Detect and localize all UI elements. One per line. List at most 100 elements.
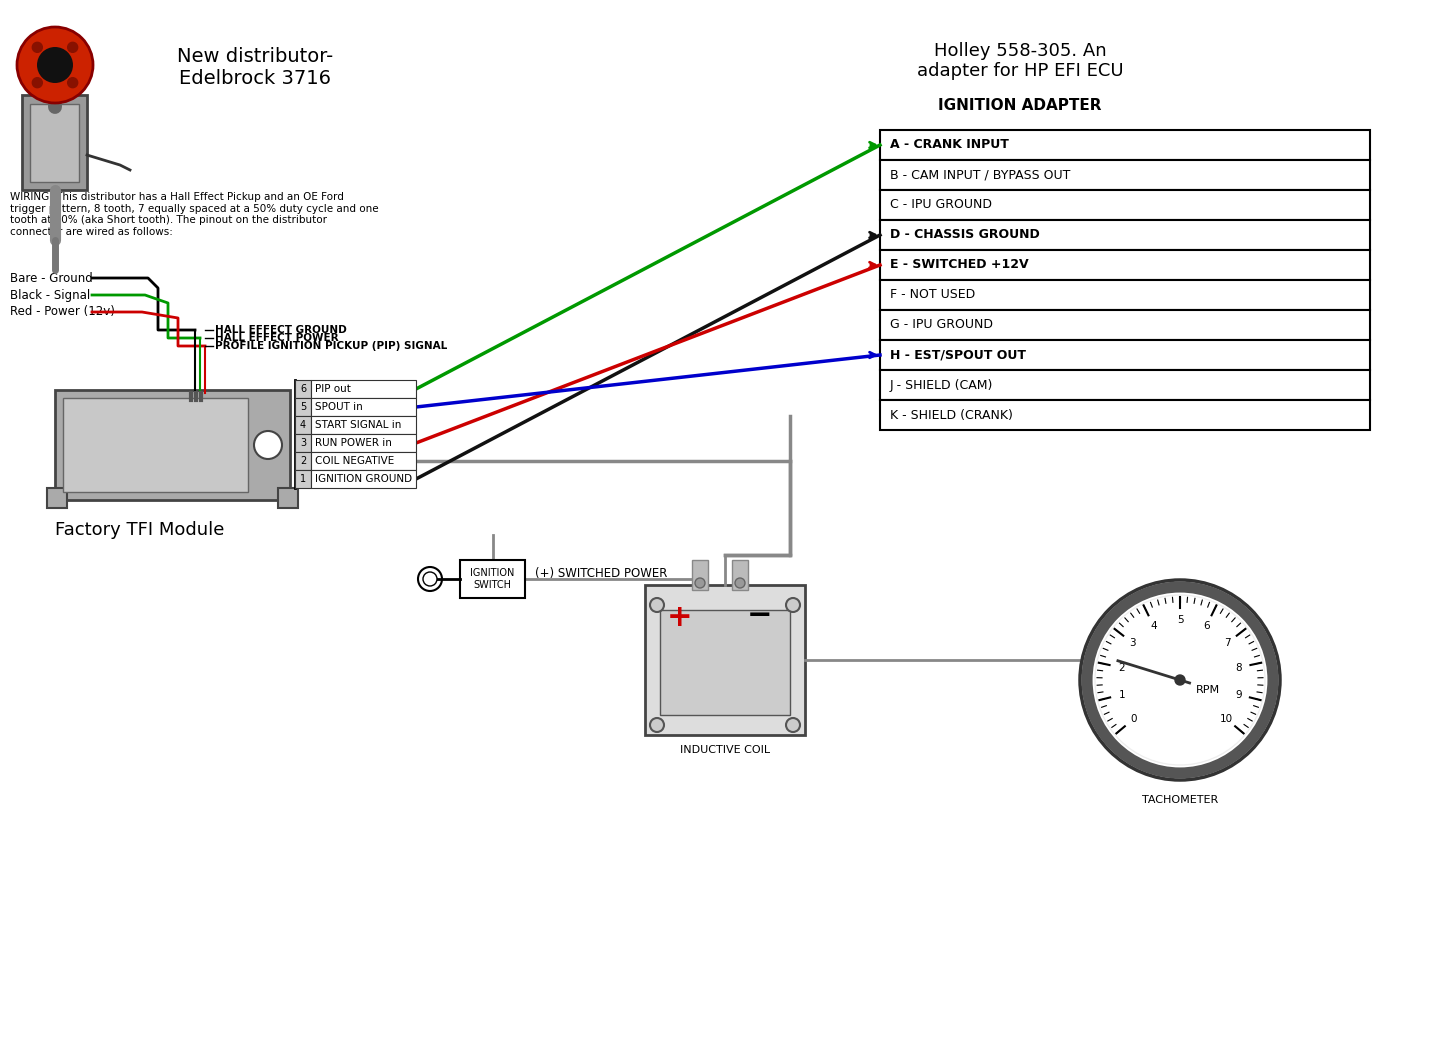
Text: TACHOMETER: TACHOMETER [1143,794,1219,805]
Circle shape [735,578,745,588]
Bar [311,416,416,434]
Bar [881,220,1370,250]
Text: 6: 6 [1203,621,1210,631]
Text: HALL EFFECT POWER: HALL EFFECT POWER [214,333,338,343]
Text: B - CAM INPUT / BYPASS OUT: B - CAM INPUT / BYPASS OUT [889,168,1071,182]
Text: adapter for HP EFI ECU: adapter for HP EFI ECU [917,62,1124,80]
Bar [311,380,416,398]
Text: Factory TFI Module: Factory TFI Module [55,521,224,539]
Bar [295,416,311,434]
Circle shape [68,77,78,88]
Text: 4: 4 [1150,621,1157,631]
Circle shape [423,572,437,586]
Text: J - SHIELD (CAM): J - SHIELD (CAM) [889,379,993,392]
Bar [732,560,748,590]
Text: 0: 0 [1131,713,1137,723]
Bar [295,380,311,398]
Text: D - CHASSIS GROUND: D - CHASSIS GROUND [889,229,1040,241]
Bar [311,398,416,416]
Bar [22,95,86,190]
Circle shape [786,718,800,732]
Bar [881,250,1370,280]
Bar [47,488,68,508]
Text: Holley 558-305. An: Holley 558-305. An [934,42,1107,60]
Bar [295,398,311,416]
Text: PIP out: PIP out [315,384,351,394]
Text: WIRING: This distributor has a Hall Effect Pickup and an OE Ford
trigger pattern: WIRING: This distributor has a Hall Effe… [10,192,378,237]
Text: IGNITION GROUND: IGNITION GROUND [315,474,412,484]
Text: START SIGNAL in: START SIGNAL in [315,420,401,430]
Bar [881,310,1370,340]
Bar [881,160,1370,190]
Bar [692,560,708,590]
Bar [311,452,416,470]
Circle shape [17,27,94,103]
Text: PROFILE IGNITION PICKUP (PIP) SIGNAL: PROFILE IGNITION PICKUP (PIP) SIGNAL [214,341,448,351]
Circle shape [1095,595,1265,765]
Text: 5: 5 [1177,615,1183,625]
Text: 3: 3 [299,438,307,448]
Text: HALL EFFECT GROUND: HALL EFFECT GROUND [214,325,347,335]
Text: 1: 1 [299,474,307,484]
Text: K - SHIELD (CRANK): K - SHIELD (CRANK) [889,408,1013,422]
Bar [278,488,298,508]
Text: 2: 2 [299,456,307,466]
Bar [881,130,1370,160]
Bar [881,340,1370,370]
Circle shape [1176,675,1184,685]
Bar [30,104,79,182]
Circle shape [1097,596,1263,764]
Bar [63,398,248,492]
Circle shape [37,47,73,84]
Bar [460,560,525,598]
Text: 10: 10 [1219,713,1233,723]
Bar [881,370,1370,400]
Text: E - SWITCHED +12V: E - SWITCHED +12V [889,259,1029,271]
Bar [295,452,311,470]
Circle shape [695,578,705,588]
Text: 3: 3 [1130,638,1135,648]
Bar [881,400,1370,430]
Text: IGNITION ADAPTER: IGNITION ADAPTER [938,98,1102,113]
Text: 5: 5 [299,402,307,412]
Circle shape [255,431,282,459]
Bar [881,190,1370,220]
Text: 9: 9 [1235,689,1242,699]
Circle shape [786,598,800,612]
Text: RUN POWER in: RUN POWER in [315,438,391,448]
Circle shape [32,77,42,88]
Text: Red - Power (12v): Red - Power (12v) [10,306,115,318]
Text: (+) SWITCHED POWER: (+) SWITCHED POWER [535,568,668,580]
Text: A - CRANK INPUT: A - CRANK INPUT [889,139,1009,151]
Text: INDUCTIVE COIL: INDUCTIVE COIL [681,745,770,755]
Text: H - EST/SPOUT OUT: H - EST/SPOUT OUT [889,349,1026,361]
Circle shape [32,43,42,52]
Text: IGNITION
SWITCH: IGNITION SWITCH [471,568,515,590]
Circle shape [650,718,663,732]
Text: −: − [747,600,773,630]
Bar [55,390,291,500]
Text: RPM: RPM [1196,685,1220,695]
Text: SPOUT in: SPOUT in [315,402,363,412]
Text: 8: 8 [1235,663,1242,672]
Text: 6: 6 [299,384,307,394]
Text: F - NOT USED: F - NOT USED [889,288,976,302]
Text: C - IPU GROUND: C - IPU GROUND [889,198,991,212]
Bar [295,470,311,488]
Bar [311,434,416,452]
Bar [645,585,804,735]
Circle shape [68,43,78,52]
Text: 1: 1 [1118,689,1125,699]
Circle shape [650,598,663,612]
Bar [295,434,311,452]
Text: 7: 7 [1225,638,1230,648]
Circle shape [417,567,442,591]
Text: New distributor-
Edelbrock 3716: New distributor- Edelbrock 3716 [177,47,332,89]
Bar [661,610,790,715]
Text: 2: 2 [1118,663,1125,672]
Text: Black - Signal: Black - Signal [10,288,91,302]
Bar [311,470,416,488]
Text: G - IPU GROUND: G - IPU GROUND [889,318,993,332]
Bar [881,280,1370,310]
Text: 4: 4 [299,420,307,430]
